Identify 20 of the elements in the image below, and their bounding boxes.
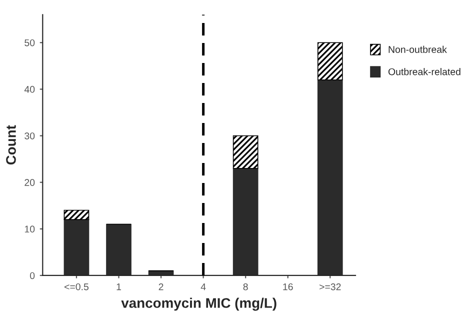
x-tick-label: <=0.5 <box>64 283 89 290</box>
x-tick-label: >=32 <box>320 283 341 290</box>
bar <box>64 210 90 220</box>
y-tick-label: 20 <box>24 179 35 186</box>
y-tick-label: 40 <box>24 86 35 93</box>
x-tick-label: 2 <box>158 283 164 290</box>
x-tick-label: 4 <box>200 283 206 290</box>
bar <box>232 135 258 169</box>
y-tick-label: 0 <box>30 272 35 280</box>
y-tick-label: 30 <box>24 132 35 140</box>
x-tick-label: 8 <box>243 283 248 290</box>
y-axis-title: Count <box>6 125 16 165</box>
y-tick-label: 10 <box>24 226 35 233</box>
x-tick-label: 16 <box>283 283 293 290</box>
legend-label: Outbreak-related <box>388 68 460 76</box>
bar <box>317 42 343 80</box>
legend-label: Non-outbreak <box>388 46 447 53</box>
y-tick-label: 50 <box>24 39 35 46</box>
x-axis-title: vancomycin MIC (mg/L) <box>121 298 276 311</box>
x-tick-label: 1 <box>116 283 121 290</box>
